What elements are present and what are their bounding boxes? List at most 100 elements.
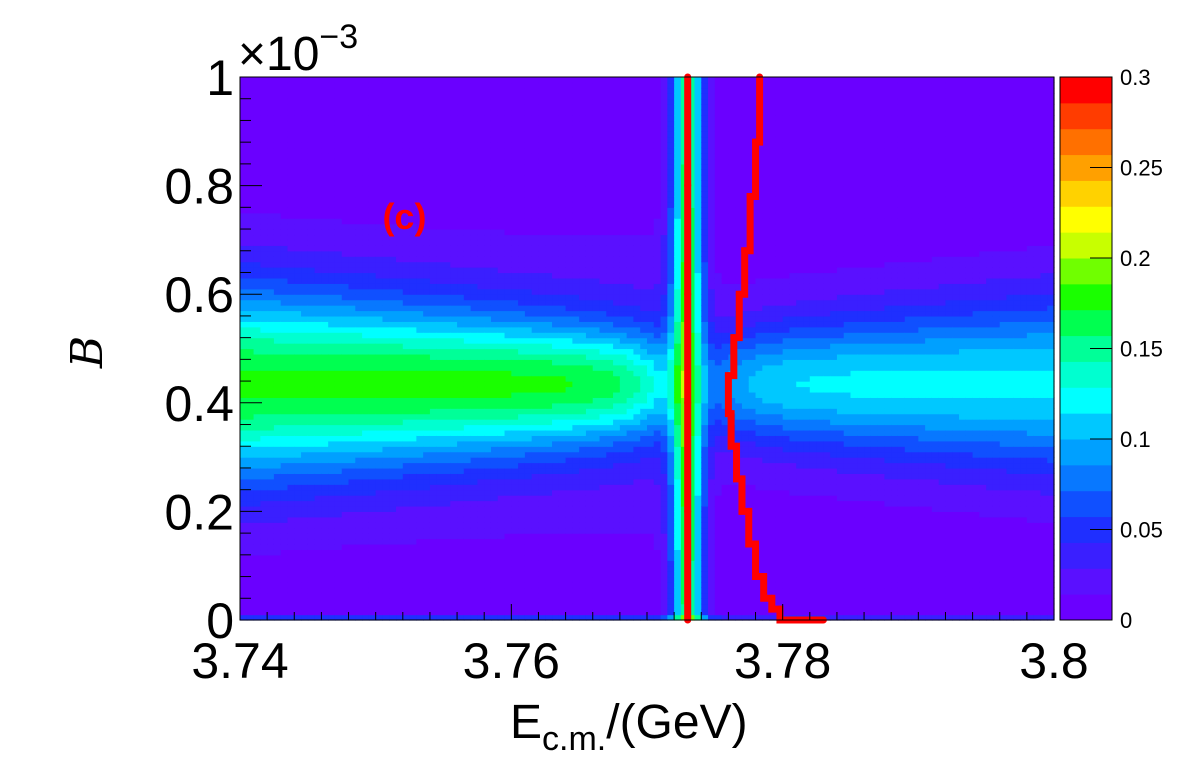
heatmap-cell [470,283,479,290]
heatmap-cell [558,473,567,480]
heatmap-cell [477,364,485,371]
heatmap-cell [524,359,533,366]
heatmap-cell [341,261,350,268]
heatmap-cell [341,489,350,496]
heatmap-cell [423,516,431,523]
heatmap-cell [518,598,526,605]
heatmap-cell [518,505,526,512]
heatmap-cell [402,218,411,225]
heatmap-cell [280,446,289,453]
heatmap-cell [457,321,465,328]
heatmap-cell [504,250,512,257]
heatmap-cell [240,500,248,507]
heatmap-cell [463,201,472,208]
heatmap-cell [470,212,479,219]
heatmap-cell [565,288,573,295]
heatmap-cell [375,473,384,480]
heatmap-cell [463,549,472,556]
heatmap-cell [497,435,506,442]
heatmap-cell [416,402,424,409]
heatmap-cell [368,332,377,339]
heatmap-cell [558,196,567,203]
heatmap-cell [287,484,295,491]
heatmap-cell [273,256,282,263]
heatmap-cell [389,457,397,464]
heatmap-cell [518,234,526,241]
heatmap-cell [572,511,580,518]
heatmap-cell [294,467,302,474]
heatmap-cell [240,375,248,382]
heatmap-cell [348,348,356,355]
heatmap-cell [348,223,356,230]
heatmap-cell [294,614,302,621]
heatmap-cell [436,120,445,127]
heatmap-cell [470,549,479,556]
heatmap-cell [362,386,370,393]
heatmap-cell [490,305,499,312]
heatmap-cell [497,516,506,523]
heatmap-cell [260,131,268,138]
heatmap-cell [389,489,397,496]
heatmap-cell [273,169,282,176]
heatmap-cell [280,560,289,567]
heatmap-cell [511,391,519,398]
heatmap-cell [382,283,390,290]
heatmap-cell [321,581,329,589]
heatmap-cell [450,549,458,556]
heatmap-cell [450,451,458,458]
heatmap-cell [240,196,248,203]
heatmap-cell [429,571,438,578]
heatmap-cell [565,87,573,94]
heatmap-cell [382,527,390,534]
heatmap-cell [436,592,445,599]
heatmap-cell [334,386,343,393]
heatmap-cell [470,402,479,409]
heatmap-cell [524,104,533,111]
heatmap-cell [572,565,580,572]
heatmap-cell [524,250,533,257]
heatmap-cell [490,527,499,534]
heatmap-cell [307,413,316,420]
heatmap-cell [477,478,485,485]
heatmap-cell [301,250,309,257]
heatmap-cell [402,142,411,149]
heatmap-cell [423,446,431,453]
heatmap-cell [396,495,404,502]
heatmap-cell [552,408,560,415]
heatmap-cell [497,310,506,317]
heatmap-cell [375,603,384,610]
heatmap-cell [443,305,451,312]
heatmap-cell [280,440,289,447]
heatmap-cell [314,294,322,301]
heatmap-cell [334,250,343,257]
heatmap-cell [538,169,546,176]
heatmap-cell [429,332,438,339]
heatmap-cell [375,440,384,447]
heatmap-cell [294,435,302,442]
heatmap-cell [328,478,336,485]
heatmap-cell [287,429,295,436]
heatmap-cell [545,457,553,464]
heatmap-cell [287,359,295,366]
heatmap-cell [511,142,519,149]
heatmap-cell [545,408,553,415]
heatmap-cell [334,223,343,230]
heatmap-cell [260,500,268,507]
heatmap-cell [253,549,261,556]
heatmap-cell [497,245,506,252]
heatmap-cell [443,272,451,279]
heatmap-cell [375,581,384,589]
heatmap-cell [260,120,268,127]
heatmap-cell [443,587,451,594]
heatmap-cell [538,571,546,578]
heatmap-cell [524,93,533,100]
heatmap-cell [321,256,329,263]
heatmap-cell [416,245,424,252]
heatmap-cell [375,250,384,257]
heatmap-cell [545,310,553,317]
heatmap-cell [307,565,316,572]
heatmap-cell [273,522,282,529]
heatmap-cell [477,576,485,583]
heatmap-cell [450,446,458,453]
heatmap-cell [328,581,336,589]
